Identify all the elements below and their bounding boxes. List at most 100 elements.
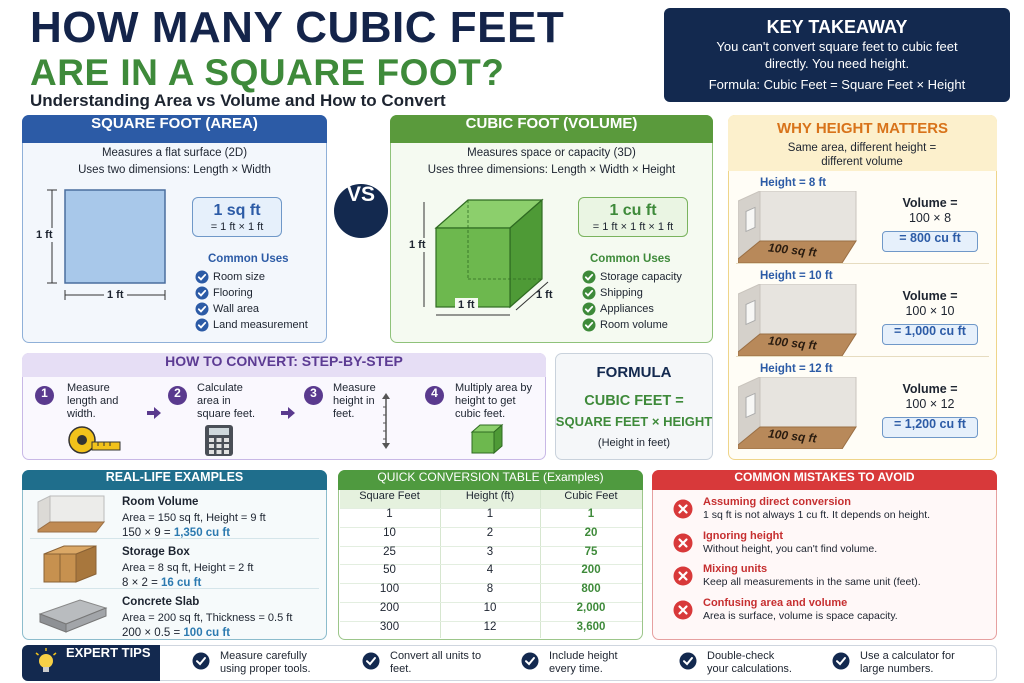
mistake-text: Area is surface, volume is space capacit… (703, 609, 898, 622)
icon (582, 270, 596, 284)
bulb-icon (34, 648, 58, 676)
step-number: 3 (310, 386, 317, 400)
icon-part (168, 386, 187, 405)
icon-part (53, 652, 57, 656)
icon (582, 318, 596, 332)
icon-part (216, 444, 222, 448)
cu-use: Room volume (600, 319, 668, 331)
table-cell: 25 (383, 545, 396, 558)
mistake-text: Without height, you can't find volume. (703, 542, 878, 555)
tips-title: EXPERT TIPS (66, 645, 151, 660)
icon (68, 426, 121, 454)
mistake-icon (673, 533, 693, 553)
room-illustration (737, 190, 860, 264)
sq-side-label: 1 ft (36, 228, 53, 242)
icon (521, 652, 539, 670)
icon-part (224, 450, 229, 454)
table-panel-title: QUICK CONVERSION TABLE (Examples) (377, 470, 604, 484)
mistake-icon (673, 600, 693, 620)
icon-part (678, 537, 688, 548)
key-takeaway-formula: Formula: Cubic Feet = Square Feet × Heig… (708, 77, 966, 92)
vs-circle (333, 183, 389, 239)
row-separator (736, 263, 989, 264)
why-height-title: WHY HEIGHT MATTERS (776, 120, 949, 137)
mistake-title: Mixing units (703, 563, 768, 575)
check-icon (582, 318, 596, 332)
mistake-title: Ignoring height (703, 529, 784, 542)
icon (304, 386, 323, 405)
table-row-line (340, 545, 642, 547)
check-icon (195, 270, 209, 284)
check-icon (192, 652, 210, 670)
table-row-line (340, 583, 642, 585)
tape-icon (66, 425, 122, 455)
icon (673, 533, 693, 552)
icon-part (584, 305, 594, 313)
icon-part (584, 273, 594, 281)
mistake-text: Keep all measurements in the same unit (… (703, 576, 921, 588)
example-calc-row: 150 × 9 = 1,350 cu ft (122, 526, 230, 540)
icon (195, 286, 209, 300)
icon (679, 652, 697, 670)
icon (334, 184, 388, 238)
sq-bottom-label: 1 ft (104, 288, 127, 302)
icon (168, 386, 187, 405)
icon-part (43, 545, 97, 555)
room-height: Height = 8 ft (760, 177, 827, 189)
cubic-foot-panel-title: CUBIC FOOT (VOLUME) (465, 115, 638, 132)
volume-label: Volume = (902, 289, 958, 303)
steps-panel-title: HOW TO CONVERT: STEP-BY-STEP (165, 353, 403, 369)
icon-part (197, 273, 207, 281)
step-text: Measure length and width. (67, 382, 119, 420)
icon-part (366, 657, 376, 666)
table-row-line (340, 564, 642, 566)
icon (38, 599, 108, 633)
tip-text: Convert all units to feet. (390, 650, 482, 675)
key-takeaway-title: KEY TAKEAWAY (766, 17, 908, 37)
icon-part (382, 443, 390, 449)
icon-part (334, 184, 388, 238)
calculator-icon (204, 424, 234, 457)
icon-part (209, 428, 229, 435)
sq-use: Land measurement (213, 319, 308, 331)
volume-result: = 1,000 cu ft (894, 324, 966, 338)
sq-desc-2: Uses two dimensions: Length × Width (78, 164, 271, 176)
icon (195, 302, 209, 316)
mistake-title: Assuming direct conversion (703, 496, 851, 508)
icon (195, 318, 209, 332)
table-cell: 2,000 (576, 602, 606, 614)
cu-height-label: 1 ft (409, 238, 426, 252)
icon-part (224, 444, 229, 448)
example-icon (36, 592, 108, 634)
sq-use: Flooring (213, 287, 253, 299)
icon-part (35, 386, 54, 405)
tip-text: Include height every time. (549, 650, 618, 675)
icon-part (196, 657, 206, 666)
formula-panel (555, 353, 713, 460)
step-circle (168, 386, 187, 405)
table-cell: 1 (587, 508, 595, 520)
key-takeaway (664, 8, 1010, 102)
table-cell: 10 (483, 602, 497, 614)
vs-label: VS (346, 183, 375, 206)
examples-panel-header (22, 470, 327, 490)
icon (423, 198, 549, 316)
icon-part (832, 652, 850, 670)
icon (737, 283, 857, 357)
volume-calc: 100 × 8 (908, 211, 952, 225)
icon-part (525, 657, 535, 666)
key-takeaway-text: You can't convert square feet to cubic f… (716, 39, 958, 71)
icon-part (425, 386, 444, 405)
steps-panel-header (22, 353, 546, 377)
table-cell: 3,600 (576, 620, 606, 633)
table-header-row (339, 490, 642, 508)
icon (425, 386, 444, 405)
table-cell: 75 (584, 545, 598, 558)
icon-part (362, 652, 380, 670)
table-cell: 300 (379, 620, 400, 633)
icon-part (197, 305, 207, 313)
why-height-subtitle: Same area, different height = different … (787, 142, 937, 168)
icon (832, 652, 850, 670)
